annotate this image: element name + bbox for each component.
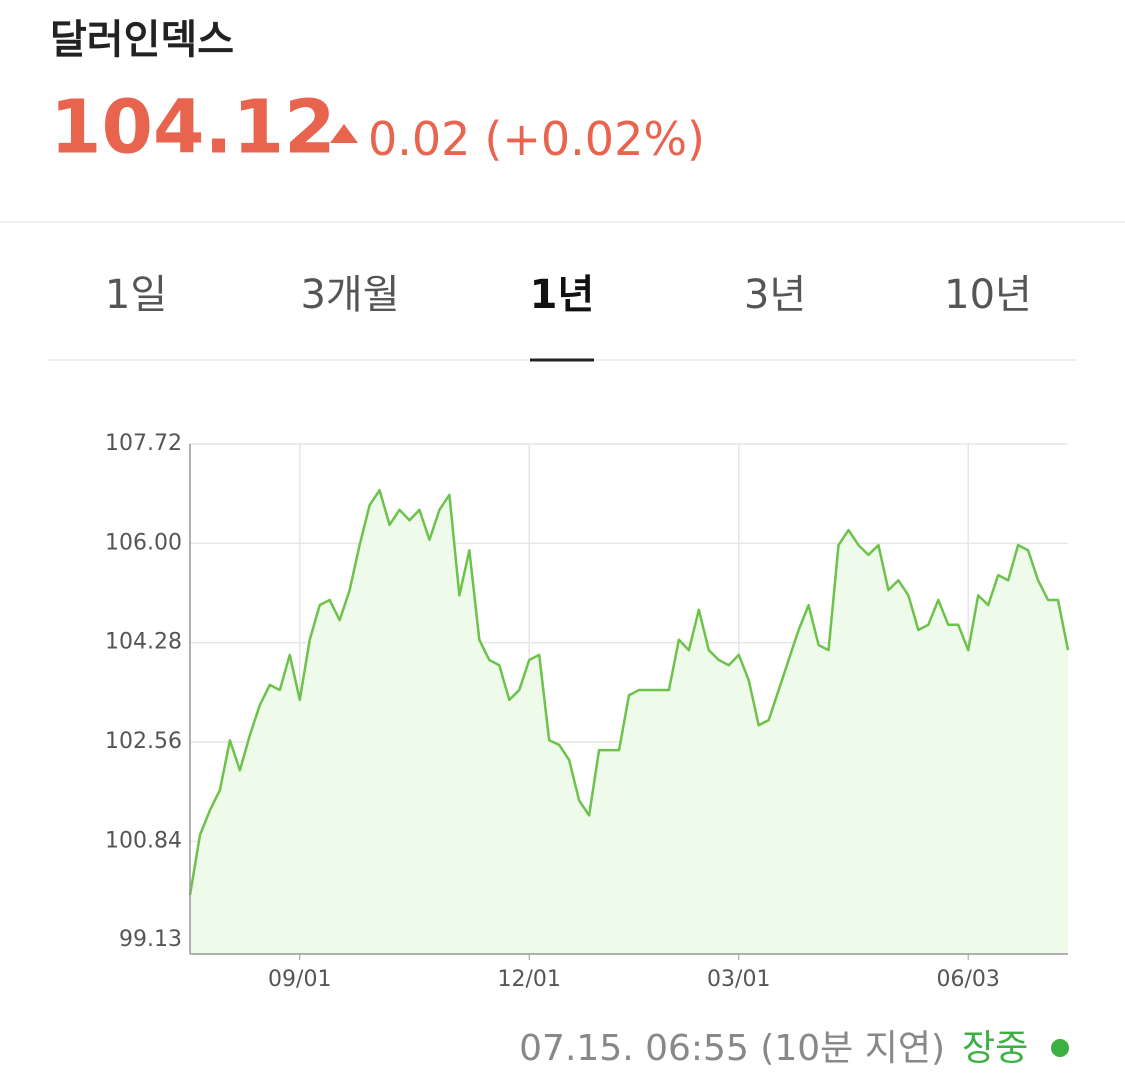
price-line bbox=[188, 488, 1070, 896]
up-arrow bbox=[330, 124, 358, 143]
title: 달러인덱스 bbox=[50, 17, 234, 63]
y-tick-label: 104.28 bbox=[105, 630, 182, 655]
y-tick-label: 107.72 bbox=[105, 431, 182, 456]
y-tick-label: 99.13 bbox=[119, 927, 182, 952]
x-tick-label: 09/01 bbox=[268, 967, 331, 992]
y-tick-label: 102.56 bbox=[105, 729, 182, 754]
tab[interactable]: 1년 bbox=[530, 272, 595, 318]
market-status: 장중 bbox=[962, 1028, 1028, 1069]
x-tick-label: 06/03 bbox=[937, 967, 1000, 992]
change: 0.02 (+0.02%) bbox=[368, 112, 705, 166]
tab[interactable]: 1일 bbox=[105, 272, 167, 318]
tab[interactable]: 10년 bbox=[944, 272, 1032, 318]
tab-bar: 1일 3개월 1년 3년 10년 bbox=[105, 272, 1032, 362]
price: 104.12 bbox=[50, 85, 336, 171]
y-tick-label: 100.84 bbox=[105, 828, 182, 853]
y-tick-label: 106.00 bbox=[105, 530, 182, 555]
change-percent: (+0.02%) bbox=[484, 112, 705, 166]
x-tick-label: 03/01 bbox=[707, 967, 770, 992]
chart: 99.13 100.84 102.56 104.28 106.00 107.72 09/01… bbox=[105, 431, 1070, 992]
tab[interactable]: 3년 bbox=[744, 272, 806, 318]
status-dot bbox=[1051, 1039, 1069, 1057]
area-fill bbox=[190, 490, 1068, 954]
timestamp: 07.15. 06:55 (10분 지연) bbox=[519, 1028, 945, 1069]
tab[interactable]: 3개월 bbox=[300, 272, 399, 318]
change-value: 0.02 bbox=[368, 112, 470, 166]
x-tick-label: 12/01 bbox=[498, 967, 561, 992]
